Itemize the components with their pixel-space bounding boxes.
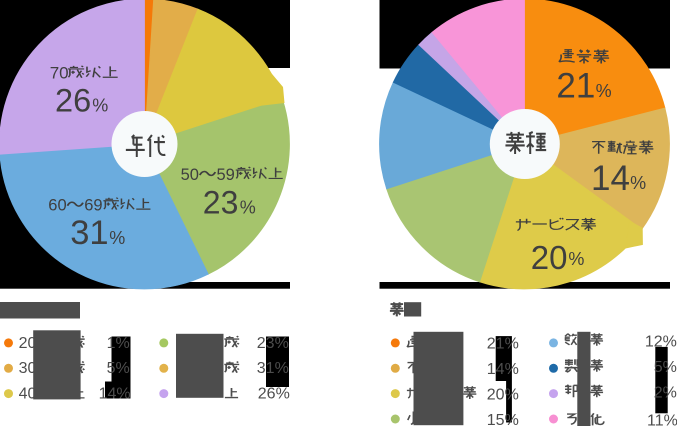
svg-text:%: % (568, 249, 584, 269)
svg-text:%: % (596, 81, 612, 101)
svg-text:%: % (92, 95, 108, 115)
svg-text:20: 20 (531, 239, 568, 276)
svg-text:30: 30 (19, 360, 37, 377)
svg-text:14%: 14% (487, 361, 519, 378)
svg-text:2%: 2% (654, 384, 677, 401)
svg-text:60: 60 (48, 197, 66, 215)
svg-text:11%: 11% (647, 412, 677, 426)
svg-text:23%: 23% (257, 335, 289, 352)
svg-text:5%: 5% (107, 360, 130, 377)
svg-text:40: 40 (19, 386, 37, 403)
svg-text:5%: 5% (654, 359, 677, 376)
svg-text:31%: 31% (257, 360, 289, 377)
svg-text:15%: 15% (487, 412, 519, 426)
svg-text:12%: 12% (645, 333, 677, 350)
svg-text:14%: 14% (99, 386, 131, 403)
svg-text:23: 23 (203, 185, 239, 221)
svg-text:20%: 20% (487, 386, 519, 403)
svg-text:31: 31 (70, 214, 108, 252)
svg-text:%: % (240, 198, 256, 218)
svg-text:26%: 26% (258, 386, 290, 403)
svg-text:69: 69 (84, 197, 102, 215)
svg-text:59: 59 (217, 166, 235, 184)
svg-text:26: 26 (55, 83, 91, 119)
svg-text:%: % (109, 228, 125, 248)
svg-text:70: 70 (50, 63, 69, 82)
svg-text:20: 20 (19, 335, 37, 352)
svg-text:21%: 21% (487, 336, 519, 353)
svg-text:50: 50 (181, 166, 199, 184)
svg-text:14: 14 (591, 159, 630, 198)
svg-text:21: 21 (556, 66, 595, 105)
svg-text:%: % (630, 173, 646, 193)
svg-text:1%: 1% (107, 335, 130, 352)
